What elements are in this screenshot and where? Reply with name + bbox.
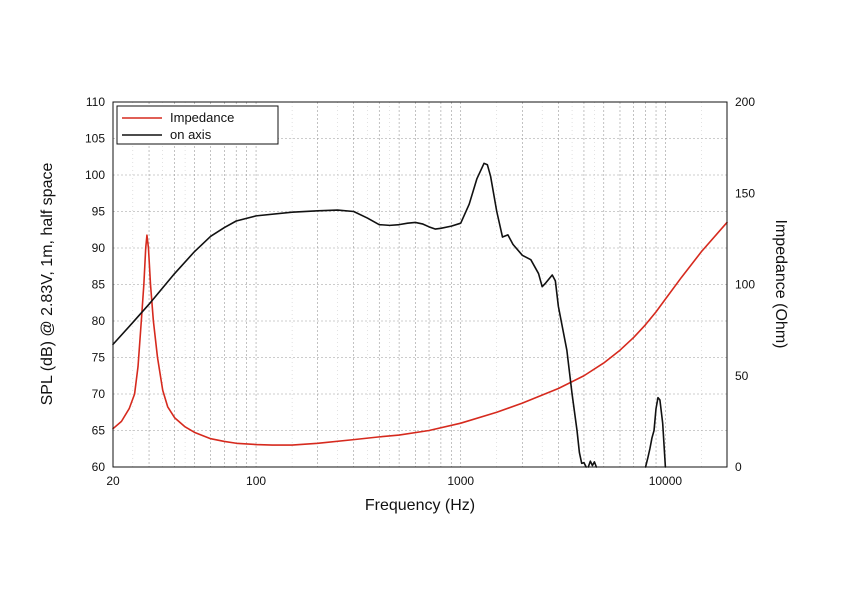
y-left-tick-label: 100: [85, 168, 105, 182]
x-tick-label: 20: [106, 474, 120, 488]
y-right-tick-label: 50: [735, 369, 749, 383]
grid: [113, 102, 727, 467]
legend-label-on-axis: on axis: [170, 127, 212, 142]
y-right-tick-label: 200: [735, 95, 755, 109]
y-left-tick-label: 60: [92, 460, 106, 474]
x-tick-label: 100: [246, 474, 266, 488]
series-line-on-axis-segment-2: [644, 396, 667, 468]
series-line-on-axis-segment-1: [587, 460, 598, 468]
y-left-tick-label: 95: [92, 205, 106, 219]
tick-labels: 20 100 1000 10000 60 65 70 75 80 85 90 95 100 105 110 0…: [85, 95, 755, 488]
x-tick-label: 10000: [649, 474, 683, 488]
plot-frame: [112, 101, 728, 468]
y-right-tick-label: 0: [735, 460, 742, 474]
y-axis-label-left: SPL (dB) @ 2.83V, 1m, half space: [39, 163, 56, 406]
x-tick-label: 1000: [447, 474, 474, 488]
y-axis-label-right: Impedance (Ohm): [772, 220, 789, 349]
y-left-tick-label: 85: [92, 278, 106, 292]
y-left-tick-label: 110: [86, 95, 105, 109]
y-left-tick-label: 90: [92, 241, 106, 255]
y-left-tick-label: 70: [92, 387, 106, 401]
y-left-tick-label: 75: [92, 351, 106, 365]
y-left-tick-label: 80: [92, 314, 106, 328]
x-axis-label: Frequency (Hz): [365, 497, 475, 514]
y-left-tick-label: 65: [92, 424, 106, 438]
legend-box: [116, 105, 279, 145]
legend-label-impedance: Impedance: [170, 110, 234, 125]
y-right-tick-label: 150: [735, 186, 755, 200]
series-line-on-axis-segment-0: [112, 162, 587, 468]
legend: Impedance on axis: [116, 105, 279, 145]
curves: [112, 162, 728, 468]
series-line-impedance: [112, 221, 728, 446]
y-left-tick-label: 105: [85, 132, 105, 146]
y-right-tick-label: 100: [735, 278, 755, 292]
